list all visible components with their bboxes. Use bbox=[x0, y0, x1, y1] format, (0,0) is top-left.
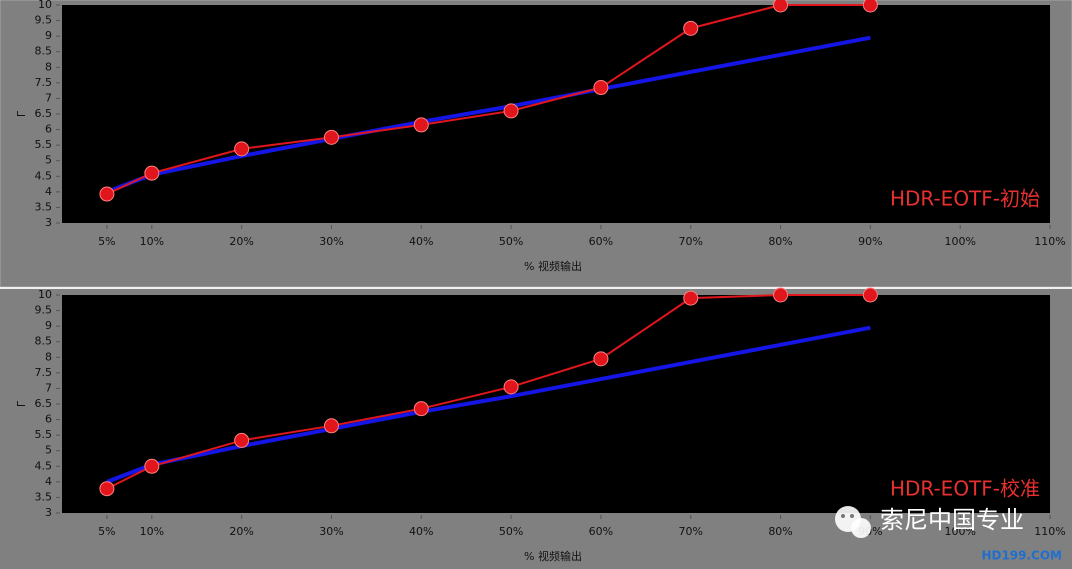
y-tick-label: 9.5 bbox=[35, 304, 53, 317]
y-tick-label: 6.5 bbox=[35, 397, 53, 410]
y-tick-label: 8 bbox=[45, 350, 52, 363]
x-tick-label: 5% bbox=[98, 235, 115, 248]
data-point bbox=[144, 458, 160, 474]
data-point bbox=[683, 290, 699, 306]
annotation: HDR-EOTF-校准 bbox=[890, 477, 1040, 501]
watermark-site: HD199.COM bbox=[981, 549, 1062, 563]
watermark: 索尼中国专业 HD199.COM bbox=[835, 506, 1062, 563]
y-tick-label: 3 bbox=[45, 506, 52, 519]
x-tick-label: 100% bbox=[944, 235, 975, 248]
data-point bbox=[683, 20, 699, 36]
x-tick-label: 100% bbox=[944, 525, 975, 538]
x-tick-label: 60% bbox=[589, 235, 613, 248]
y-axis-label: Γ bbox=[15, 110, 28, 117]
x-tick-label: 5% bbox=[98, 525, 115, 538]
y-tick-label: 4.5 bbox=[35, 169, 53, 182]
x-axis-label: % 视频输出 bbox=[524, 549, 582, 563]
x-tick-label: 40% bbox=[409, 525, 433, 538]
series-line bbox=[106, 294, 871, 490]
x-tick-label: 40% bbox=[409, 235, 433, 248]
y-tick-label: 5 bbox=[45, 444, 52, 457]
y-tick-label: 7.5 bbox=[35, 76, 53, 89]
data-point bbox=[862, 0, 878, 13]
y-tick-label: 6 bbox=[45, 123, 52, 136]
data-point bbox=[234, 432, 250, 448]
data-point bbox=[413, 401, 429, 417]
data-point bbox=[593, 351, 609, 367]
x-tick-label: 110% bbox=[1034, 235, 1065, 248]
x-tick-label: 50% bbox=[499, 235, 523, 248]
y-tick-label: 4 bbox=[45, 475, 52, 488]
x-tick-label: 80% bbox=[768, 235, 792, 248]
y-tick-label: 10 bbox=[38, 0, 52, 11]
y-tick-label: 9.5 bbox=[35, 14, 53, 27]
x-tick-label: 70% bbox=[679, 525, 703, 538]
data-point bbox=[99, 186, 115, 202]
data-point bbox=[503, 379, 519, 395]
wechat-icon bbox=[850, 514, 854, 518]
chart-marks: 3 3.5 4 4.5 5 5.5 6 6.5 7 7.5 8 8.5 9 9.5 10 5% 10% 20% 30… bbox=[15, 0, 1066, 563]
plot-area bbox=[62, 295, 1050, 513]
data-point bbox=[234, 141, 250, 157]
watermark-text: 索尼中国专业 bbox=[880, 506, 1024, 534]
x-tick-label: 30% bbox=[319, 235, 343, 248]
y-tick-label: 5 bbox=[45, 154, 52, 167]
wechat-icon bbox=[851, 518, 871, 538]
plot-area bbox=[62, 5, 1050, 223]
y-tick-label: 10 bbox=[38, 288, 52, 301]
data-point bbox=[144, 165, 160, 181]
data-point bbox=[593, 80, 609, 96]
divider bbox=[0, 287, 1072, 289]
y-tick-label: 9 bbox=[45, 319, 52, 332]
y-tick-label: 7 bbox=[45, 91, 52, 104]
data-point bbox=[99, 481, 115, 497]
data-point bbox=[413, 117, 429, 133]
x-tick-label: 20% bbox=[229, 235, 253, 248]
y-tick-label: 8.5 bbox=[35, 45, 53, 58]
x-tick-label: 90% bbox=[858, 235, 882, 248]
x-tick-label: 10% bbox=[140, 525, 164, 538]
data-point bbox=[773, 0, 789, 13]
y-tick-label: 3.5 bbox=[35, 200, 53, 213]
data-point bbox=[862, 287, 878, 303]
y-tick-label: 3 bbox=[45, 216, 52, 229]
wechat-icon bbox=[841, 514, 845, 518]
x-tick-label: 50% bbox=[499, 525, 523, 538]
y-tick-label: 7 bbox=[45, 381, 52, 394]
y-tick-label: 8 bbox=[45, 60, 52, 73]
series-line bbox=[106, 325, 871, 484]
y-tick-label: 6 bbox=[45, 413, 52, 426]
y-tick-label: 7.5 bbox=[35, 366, 53, 379]
data-point bbox=[323, 418, 339, 434]
x-tick-label: 20% bbox=[229, 525, 253, 538]
x-tick-label: 10% bbox=[140, 235, 164, 248]
x-tick-label: 30% bbox=[319, 525, 343, 538]
y-tick-label: 6.5 bbox=[35, 107, 53, 120]
y-axis-label: Γ bbox=[15, 400, 28, 407]
data-point bbox=[773, 287, 789, 303]
data-point bbox=[323, 129, 339, 145]
x-tick-label: 110% bbox=[1034, 525, 1065, 538]
x-tick-label: 60% bbox=[589, 525, 613, 538]
y-tick-label: 4 bbox=[45, 185, 52, 198]
y-tick-label: 8.5 bbox=[35, 335, 53, 348]
data-point bbox=[503, 103, 519, 119]
annotation: HDR-EOTF-初始 bbox=[890, 187, 1040, 211]
series-line bbox=[106, 4, 871, 195]
y-tick-label: 5.5 bbox=[35, 138, 53, 151]
y-tick-label: 5.5 bbox=[35, 428, 53, 441]
y-tick-label: 9 bbox=[45, 29, 52, 42]
x-axis-label: % 视频输出 bbox=[524, 259, 582, 273]
series-line bbox=[106, 35, 871, 194]
x-tick-label: 70% bbox=[679, 235, 703, 248]
y-tick-label: 3.5 bbox=[35, 490, 53, 503]
y-tick-label: 4.5 bbox=[35, 459, 53, 472]
x-tick-label: 80% bbox=[768, 525, 792, 538]
